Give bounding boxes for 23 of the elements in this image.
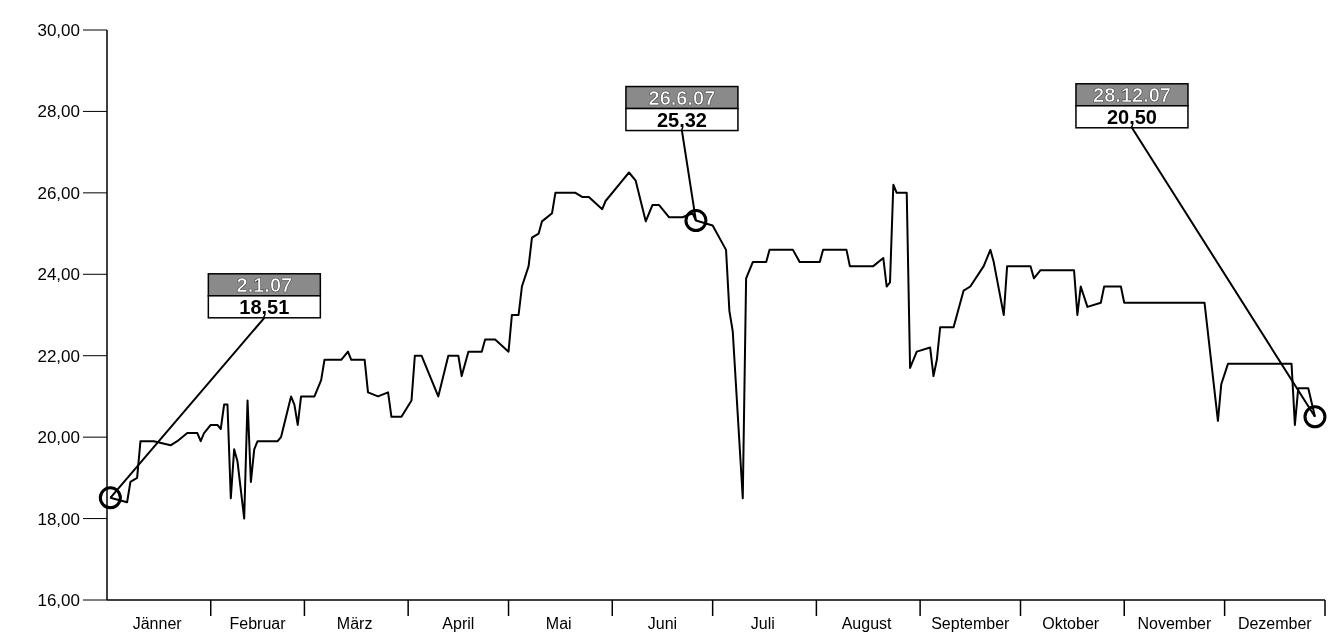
- y-tick-label: 24,00: [37, 265, 80, 285]
- x-tick-label: August: [841, 615, 893, 632]
- y-tick-label: 20,00: [37, 428, 80, 448]
- x-tick-label: Februar: [229, 615, 287, 632]
- y-tick-label: 28,00: [37, 102, 80, 122]
- annotation: 26.6.07 25,32: [648, 86, 716, 131]
- x-tick-label: November: [1137, 615, 1212, 632]
- y-tick-label: 16,00: [37, 591, 80, 611]
- y-tick-label: 30,00: [37, 21, 80, 41]
- x-tick-label: März: [336, 615, 373, 632]
- x-tick-label: Jänner: [132, 615, 183, 632]
- x-tick-label: Mai: [545, 615, 572, 632]
- y-tick-label: 22,00: [37, 346, 80, 366]
- y-tick-label: 18,00: [37, 509, 80, 529]
- y-tick-label: 26,00: [37, 183, 80, 203]
- x-tick-label: Oktober: [1042, 615, 1100, 632]
- annotation: 2.1.07 18,51: [236, 273, 293, 318]
- x-tick-label: Juni: [647, 615, 678, 632]
- x-tick-label: April: [442, 615, 475, 632]
- x-tick-label: Dezember: [1237, 615, 1313, 632]
- annotation: 28.12.07 20,50: [1093, 83, 1171, 128]
- x-tick-label: Juli: [750, 615, 775, 632]
- x-tick-label: September: [931, 615, 1011, 632]
